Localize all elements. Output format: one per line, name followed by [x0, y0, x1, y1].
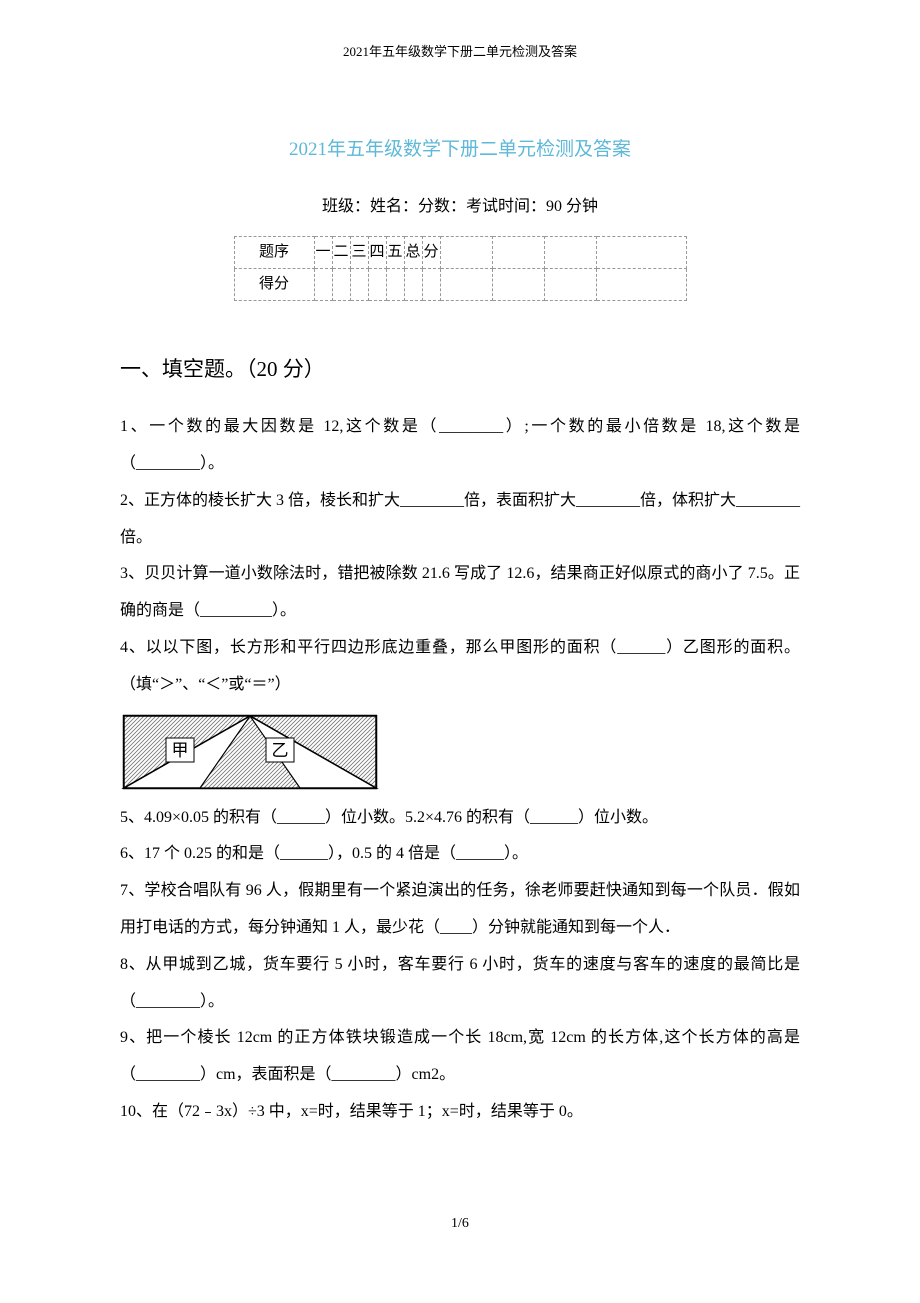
row-label: 题序: [234, 237, 314, 269]
empty-cell: [386, 269, 404, 301]
seq-cell: 分: [422, 237, 440, 269]
empty-cell: [544, 269, 596, 301]
exam-title: 2021年五年级数学下册二单元检测及答案: [120, 133, 800, 167]
empty-cell: [422, 269, 440, 301]
svg-text:乙: 乙: [272, 741, 289, 760]
question-text: 5、4.09×0.05 的积有（______）位小数。5.2×4.76 的积有（…: [120, 800, 800, 837]
exam-info-line: 班级：姓名：分数：考试时间：90 分钟: [120, 193, 800, 222]
question-text: 1、一个数的最大因数是 12,这个数是（________）;一个数的最小倍数是 …: [120, 409, 800, 483]
score-table: 题序 一 二 三 四 五 总 分 得分: [234, 236, 687, 301]
seq-cell: 二: [332, 237, 350, 269]
table-row: 题序 一 二 三 四 五 总 分: [234, 237, 686, 269]
empty-cell: [492, 237, 544, 269]
question-text: 2、正方体的棱长扩大 3 倍，棱长和扩大________倍，表面积扩大_____…: [120, 483, 800, 557]
empty-cell: [492, 269, 544, 301]
empty-cell: [314, 269, 332, 301]
seq-cell: 四: [368, 237, 386, 269]
empty-cell: [350, 269, 368, 301]
parallelogram-diagram-icon: 甲 乙: [120, 712, 380, 792]
empty-cell: [332, 269, 350, 301]
empty-cell: [544, 237, 596, 269]
page-number: 1/6: [120, 1211, 800, 1236]
empty-cell: [404, 269, 422, 301]
question-text: 4、以以下图，长方形和平行四边形底边重叠，那么甲图形的面积（______）乙图形…: [120, 630, 800, 704]
page-header-label: 2021年五年级数学下册二单元检测及答案: [120, 40, 800, 63]
geometry-figure: 甲 乙: [120, 712, 800, 792]
empty-cell: [368, 269, 386, 301]
question-text: 6、17 个 0.25 的和是（______），0.5 的 4 倍是（_____…: [120, 836, 800, 873]
empty-cell: [440, 237, 492, 269]
question-text: 7、学校合唱队有 96 人，假期里有一个紧迫演出的任务，徐老师要赶快通知到每一个…: [120, 873, 800, 947]
table-row: 得分: [234, 269, 686, 301]
question-text: 8、从甲城到乙城，货车要行 5 小时，客车要行 6 小时，货车的速度与客车的速度…: [120, 947, 800, 1021]
question-text: 3、贝贝计算一道小数除法时，错把被除数 21.6 写成了 12.6，结果商正好似…: [120, 556, 800, 630]
row-label: 得分: [234, 269, 314, 301]
seq-cell: 总: [404, 237, 422, 269]
empty-cell: [596, 269, 686, 301]
question-text: 10、在（72﹣3x）÷3 中，x=时，结果等于 1；x=时，结果等于 0。: [120, 1094, 800, 1131]
seq-cell: 五: [386, 237, 404, 269]
svg-text:甲: 甲: [172, 741, 189, 760]
empty-cell: [596, 237, 686, 269]
section-title: 一、填空题。（20 分）: [120, 351, 800, 389]
question-text: 9、把一个棱长 12cm 的正方体铁块锻造成一个长 18cm,宽 12cm 的长…: [120, 1020, 800, 1094]
seq-cell: 一: [314, 237, 332, 269]
empty-cell: [440, 269, 492, 301]
seq-cell: 三: [350, 237, 368, 269]
